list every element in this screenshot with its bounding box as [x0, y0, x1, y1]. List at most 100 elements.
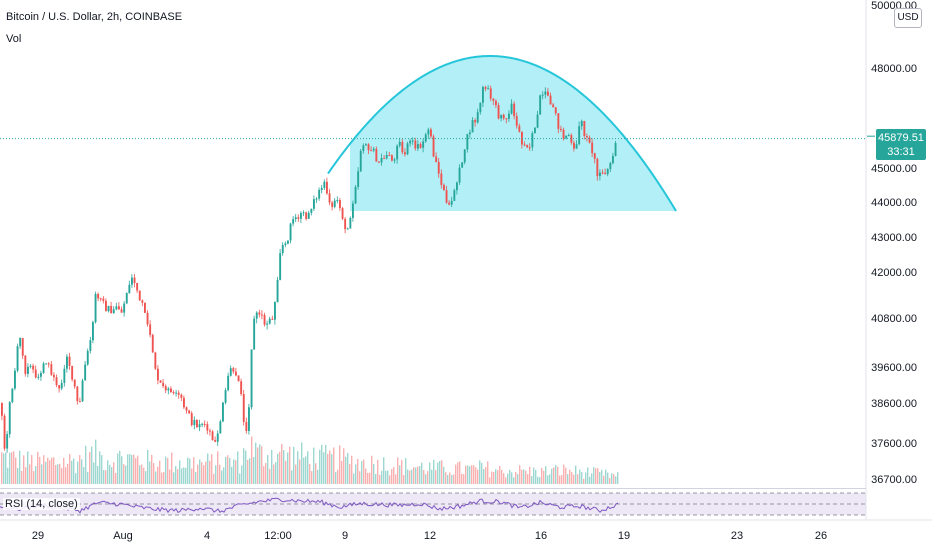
candle-body	[424, 134, 427, 142]
candle-body	[593, 153, 596, 159]
candle-body	[336, 200, 339, 202]
volume-bar	[459, 461, 461, 484]
volume-bar	[277, 453, 279, 484]
volume-bar	[17, 467, 19, 484]
volume-bar	[319, 449, 321, 484]
volume-bar	[77, 461, 79, 484]
candle-body	[279, 253, 282, 280]
candle-body	[466, 134, 469, 150]
volume-bar	[157, 466, 159, 484]
candle-body	[333, 200, 336, 207]
rsi-line	[0, 497, 619, 514]
volume-bar	[209, 460, 211, 484]
rsi-legend[interactable]: RSI (14, close)	[3, 498, 80, 510]
volume-bar	[251, 436, 253, 484]
volume-bar	[195, 472, 197, 484]
volume-bar	[343, 448, 345, 484]
candle-body	[435, 156, 438, 163]
candle-body	[396, 145, 399, 160]
volume-bar	[353, 473, 355, 484]
volume-bar	[417, 466, 419, 484]
volume-bar	[583, 478, 585, 484]
volume-bar	[155, 471, 157, 484]
candle-body	[110, 306, 113, 314]
candle-body	[125, 292, 128, 304]
volume-bar	[311, 471, 313, 484]
candle-body	[258, 312, 261, 315]
volume-bar	[443, 466, 445, 484]
y-tick-label: 40800.00	[871, 313, 917, 325]
volume-bar	[509, 469, 511, 484]
volume-bar	[337, 469, 339, 484]
volume-bar	[61, 468, 63, 484]
candle-body	[365, 144, 367, 146]
candle-body	[565, 135, 568, 139]
volume-bar	[149, 461, 151, 484]
volume-bar	[539, 477, 541, 484]
volume-bar	[267, 455, 269, 484]
currency-badge[interactable]: USD	[894, 8, 922, 28]
candle-body	[393, 159, 396, 161]
volume-bar	[263, 466, 265, 484]
volume-legend[interactable]: Vol	[6, 33, 22, 45]
candle-body	[53, 374, 55, 378]
volume-bar	[237, 451, 239, 484]
candle-body	[341, 208, 344, 219]
candle-body	[292, 219, 295, 224]
candle-body	[487, 88, 490, 90]
candle-body	[203, 423, 206, 425]
candle-body	[183, 397, 185, 408]
volume-bar	[151, 454, 153, 484]
rounding-top-pattern	[327, 54, 677, 212]
volume-bar	[135, 458, 137, 484]
candle-body	[497, 105, 500, 119]
volume-bar	[371, 455, 373, 484]
volume-bar	[543, 470, 545, 484]
volume-bar	[475, 467, 477, 484]
candle-body	[354, 187, 357, 204]
volume-bar	[275, 462, 277, 484]
volume-bar	[523, 469, 525, 484]
candle-body	[541, 94, 544, 96]
candle-body	[482, 87, 484, 103]
volume-bar	[227, 455, 229, 484]
candle-body	[284, 243, 287, 246]
last-price-badge: 45879.51 33:31	[876, 129, 926, 160]
candle-body	[411, 140, 414, 142]
volume-bar	[37, 451, 39, 484]
volume-bar	[33, 471, 35, 484]
volume-bar	[593, 467, 595, 484]
volume-bar	[549, 474, 551, 484]
candle-body	[518, 125, 521, 132]
volume-bar	[315, 463, 317, 484]
candle-body	[71, 365, 74, 380]
volume-bar	[479, 460, 481, 484]
volume-bar	[435, 470, 437, 484]
rsi-pane	[0, 492, 866, 516]
candle-body	[144, 302, 146, 313]
candle-body	[81, 380, 84, 402]
y-tick-label: 37600.00	[871, 438, 917, 450]
candle-body	[476, 112, 479, 123]
symbol-legend[interactable]: Bitcoin / U.S. Dollar, 2h, COINBASE	[6, 11, 183, 23]
volume-bar	[327, 453, 329, 484]
candle-body	[573, 142, 575, 149]
candle-body	[32, 365, 35, 370]
candle-body	[521, 131, 523, 145]
volume-bar	[75, 473, 77, 484]
volume-layer	[1, 436, 619, 484]
candle-body	[136, 282, 139, 291]
candle-body	[560, 128, 562, 130]
volume-bar	[13, 451, 15, 484]
y-tick-label: 43000.00	[871, 232, 917, 244]
candle-body	[68, 356, 71, 366]
volume-bar	[25, 467, 27, 484]
volume-bar	[503, 473, 505, 484]
candle-body	[177, 392, 180, 395]
y-tick-label: 44000.00	[871, 197, 917, 209]
candle-body	[531, 133, 534, 148]
candle-body	[461, 162, 464, 168]
candle-body	[271, 318, 274, 320]
